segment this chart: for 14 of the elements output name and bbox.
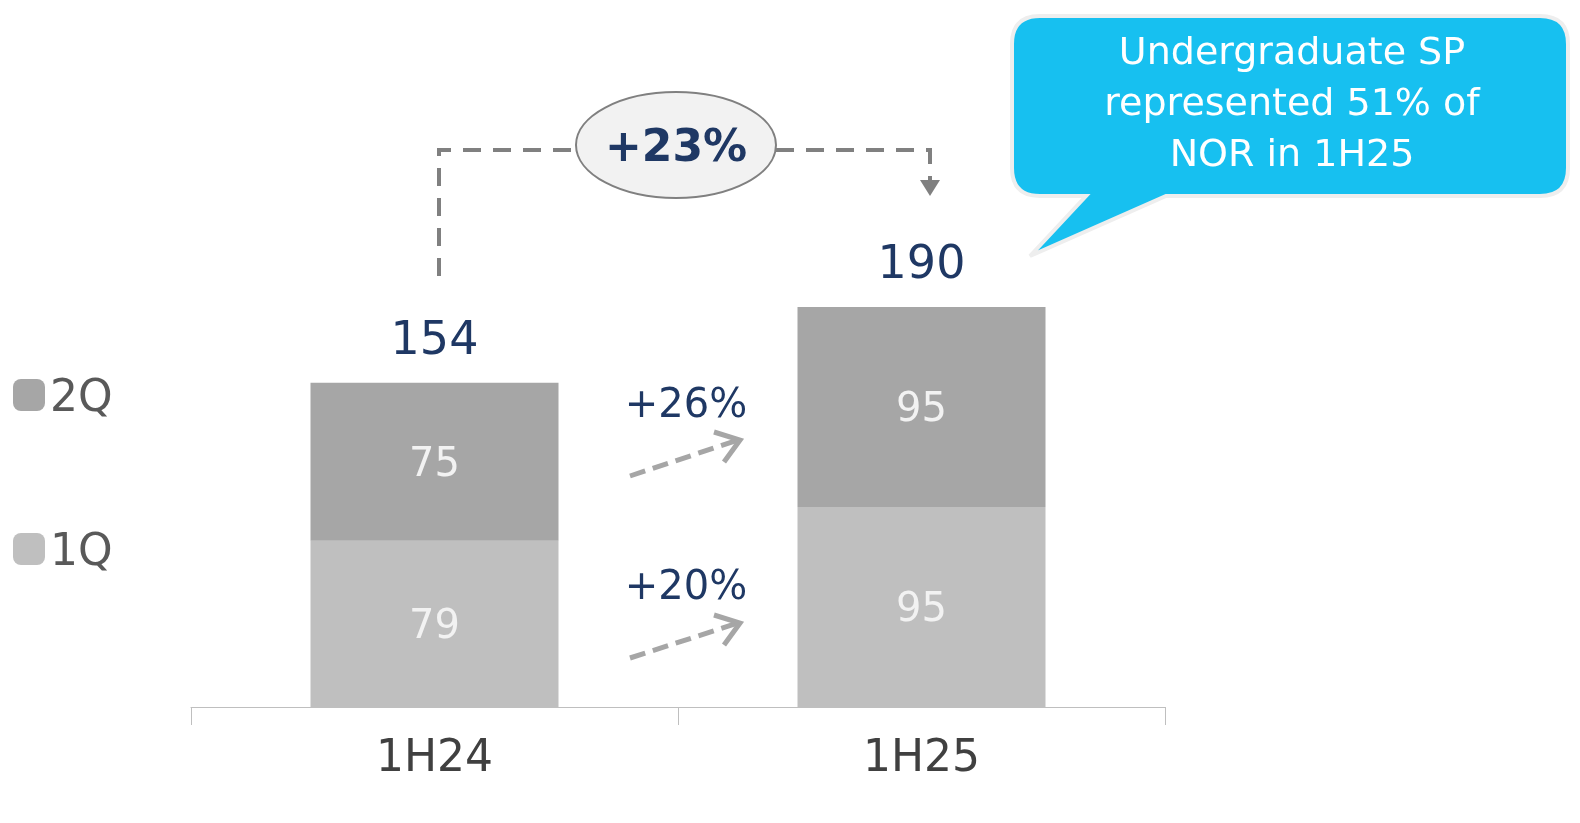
x-tick-label: 1H25	[862, 729, 981, 781]
text: +23%	[604, 119, 748, 171]
bar	[797, 307, 1046, 508]
text: Undergraduate SP represented 51% of NOR in 1H25	[1103, 28, 1482, 177]
x-tick-label: 1H24	[375, 729, 494, 781]
bar	[310, 382, 559, 541]
data-label: 95	[896, 384, 947, 431]
total-label: 154	[390, 310, 479, 365]
annotation: +26%	[624, 380, 748, 426]
total-label: 190	[877, 235, 966, 290]
annotation: +20%	[624, 562, 748, 608]
legend-label: 1Q	[50, 523, 113, 575]
data-label: 75	[409, 438, 460, 485]
legend-label: 2Q	[50, 369, 113, 421]
